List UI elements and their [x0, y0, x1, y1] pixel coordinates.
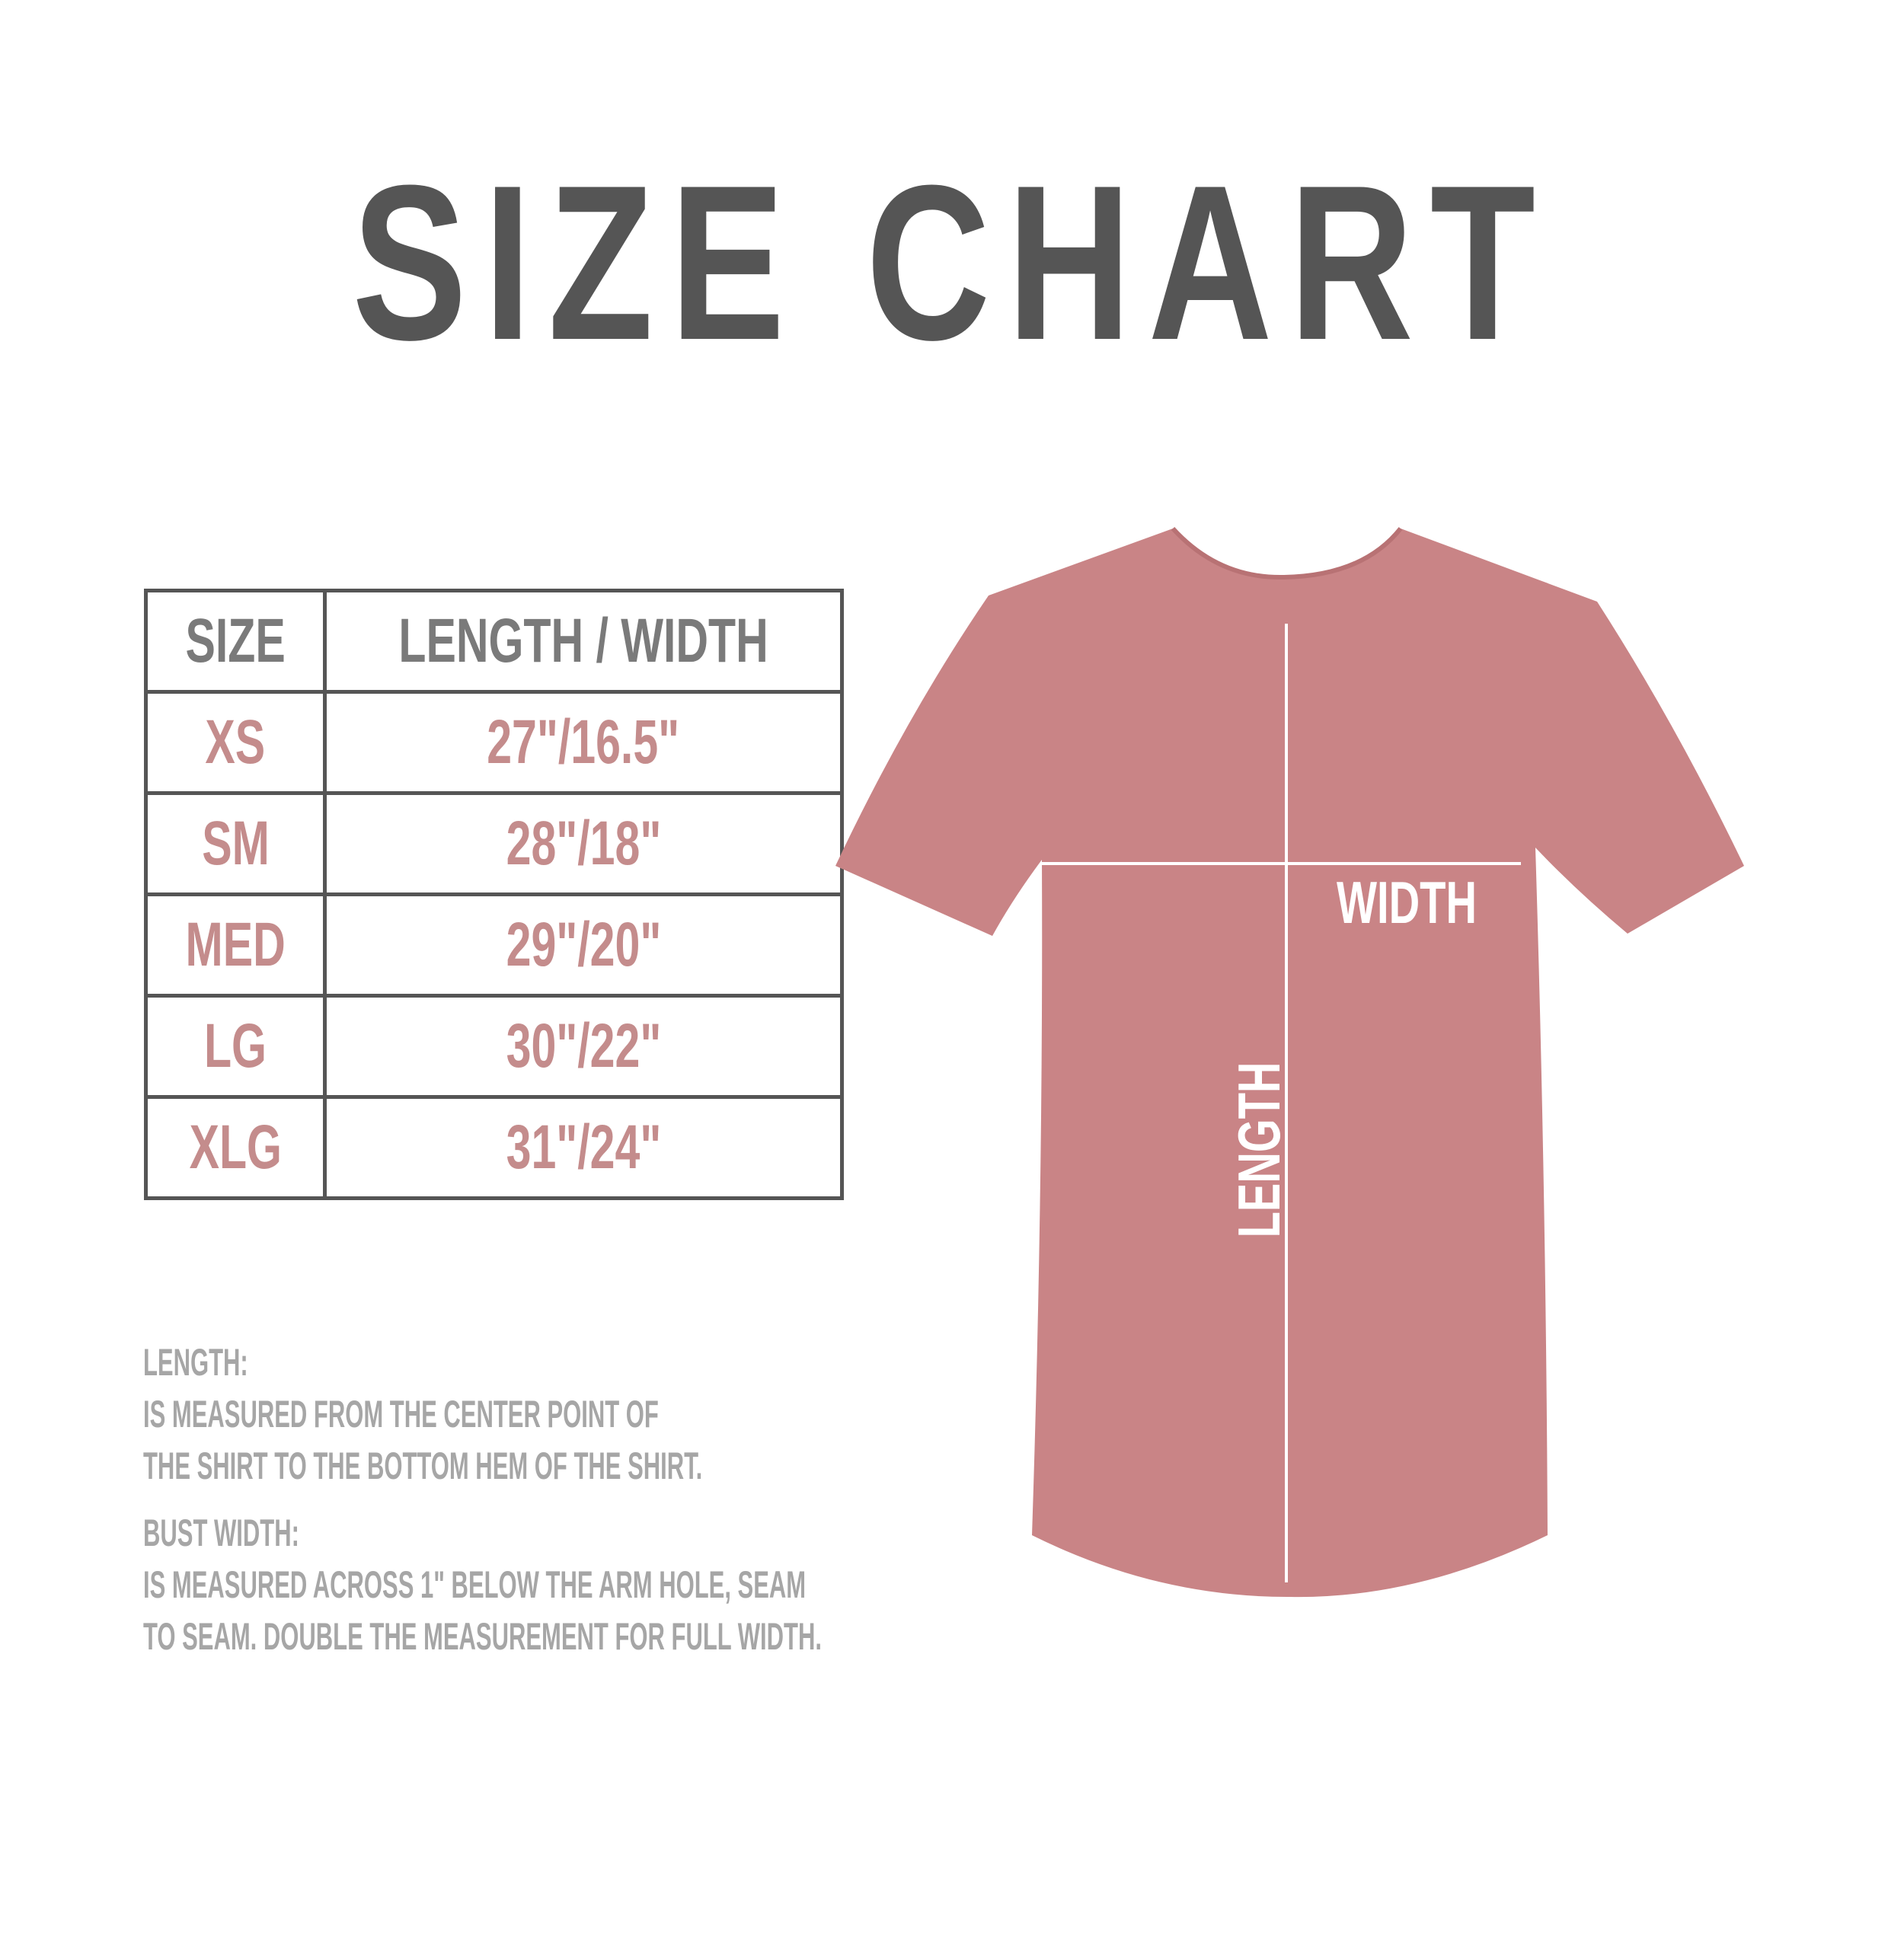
size-cell: LG — [144, 994, 327, 1099]
measure-cell: 29"/20" — [322, 892, 845, 998]
size-cell: MED — [144, 892, 327, 998]
width-heading: BUST WIDTH: — [143, 1512, 299, 1554]
measure-cell: 28"/18" — [322, 791, 845, 896]
table-row: XLG 31"/24" — [144, 1095, 845, 1200]
collar-seam — [1171, 526, 1403, 580]
measure-cell: 31"/24" — [322, 1095, 845, 1200]
length-text: THE SHIRT TO THE BOTTOM HEM OF THE SHIRT… — [143, 1445, 703, 1487]
measure-cell: 27"/16.5" — [322, 690, 845, 795]
size-cell: XS — [144, 690, 327, 795]
width-text: IS MEASURED ACROSS 1" BELOW THE ARM HOLE… — [143, 1563, 807, 1606]
size-cell: XLG — [144, 1095, 327, 1200]
length-heading: LENGTH: — [143, 1341, 248, 1384]
width-text: TO SEAM. DOUBLE THE MEASUREMENT FOR FULL… — [143, 1615, 822, 1658]
table-row: MED 29"/20" — [144, 892, 845, 998]
tshirt-illustration — [835, 528, 1744, 1598]
table-row: SM 28"/18" — [144, 791, 845, 896]
width-label: WIDTH — [1337, 870, 1477, 936]
table-row: LG 30"/22" — [144, 994, 845, 1099]
page-title: SIZE CHART — [352, 139, 1552, 386]
header-length-width: LENGTH / WIDTH — [322, 589, 845, 694]
size-table: SIZE LENGTH / WIDTH XS 27"/16.5" SM 28"/18… — [144, 589, 845, 1200]
measure-cell: 30"/22" — [322, 994, 845, 1099]
size-cell: SM — [144, 791, 327, 896]
table-row: XS 27"/16.5" — [144, 690, 845, 795]
length-label: LENGTH — [1226, 1062, 1292, 1238]
table-header-row: SIZE LENGTH / WIDTH — [144, 589, 845, 694]
measurement-notes: LENGTH: IS MEASURED FROM THE CENTER POIN… — [143, 1336, 1238, 1662]
length-text: IS MEASURED FROM THE CENTER POINT OF — [143, 1393, 659, 1435]
header-size: SIZE — [144, 589, 327, 694]
